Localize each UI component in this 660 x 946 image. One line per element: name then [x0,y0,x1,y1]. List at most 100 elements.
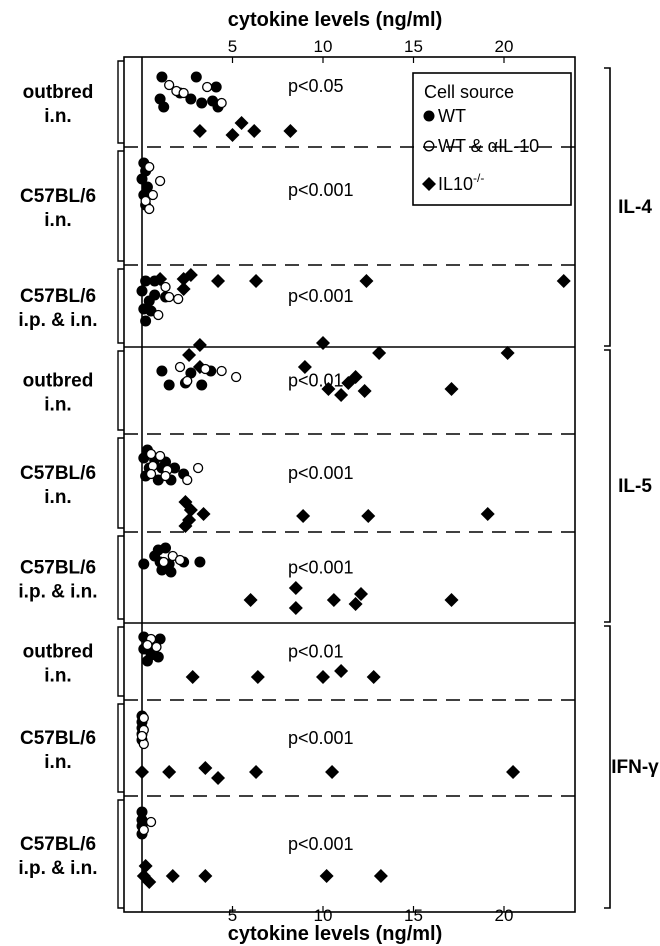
bottom-tick-label: 20 [495,906,514,925]
point-il10-ko [354,587,369,601]
point-il10-ko [283,124,298,138]
point-wt [140,275,152,287]
point-wt [158,101,170,113]
legend-marker-wt-anti [423,140,435,152]
point-wt [156,564,168,576]
point-il10-ko [500,346,515,360]
point-wt [149,275,161,287]
point-il10-ko [192,124,207,138]
group-brackets: IL-4 IL-5 IFN-γ [604,67,659,909]
panel-bracket [117,60,124,144]
point-wt-anti-il10 [144,161,155,173]
row-label-line2: i.p. & i.n. [18,582,97,603]
row-label-line1: C57BL/6 [20,286,96,307]
point-wt [196,379,208,391]
top-axis-title: cytokine levels (ng/ml) [228,9,443,31]
point-il10-ko [373,869,388,883]
p-value: p<0.001 [288,463,354,483]
point-wt-anti-il10 [145,468,157,480]
point-wt [165,566,177,578]
legend-marker-wt [423,110,435,122]
point-wt [154,633,166,645]
point-wt [194,556,206,568]
group-label: IFN-γ [611,757,659,778]
point-wt-anti-il10 [173,293,184,305]
point-il10-ko [185,670,200,684]
p-value: p<0.01 [288,642,344,662]
point-il10-ko [506,765,521,779]
point-wt-anti-il10 [138,824,149,836]
group-bracket [604,349,611,623]
point-il10-ko [366,670,381,684]
point-wt-anti-il10 [182,474,193,486]
row-label-line1: C57BL/6 [20,834,96,855]
point-wt-anti-il10 [154,450,166,462]
point-wt-anti-il10 [158,556,169,568]
point-il10-ko [341,376,356,390]
point-il10-ko [296,509,311,523]
point-wt-anti-il10 [142,639,153,651]
point-il10-ko [249,765,264,779]
point-wt-anti-il10 [216,365,227,377]
point-wt [145,649,157,661]
panel-bracket [117,437,124,529]
point-il10-ko [372,346,387,360]
legend: Cell source WT WT & αIL-10 IL10-/- [412,72,572,206]
point-wt-anti-il10 [163,79,175,91]
group-bracket [604,67,611,347]
group-label: IL-5 [618,476,652,497]
point-il10-ko [249,274,264,288]
point-wt [152,544,164,556]
row-label-line1: C57BL/6 [20,186,96,207]
group-label: IL-4 [618,197,652,218]
point-wt-anti-il10 [145,448,157,460]
point-wt [136,806,148,818]
point-il10-ko [357,384,372,398]
row-label-line2: i.n. [44,395,71,416]
legend-title: Cell source [424,82,514,102]
bottom-axis-title: cytokine levels (ng/ml) [228,923,443,945]
point-il10-ko [361,509,376,523]
point-wt [156,365,168,377]
point-il10-ko [334,664,349,678]
row-label-line2: i.n. [44,210,71,231]
point-wt-anti-il10 [178,87,189,99]
point-wt-anti-il10 [192,462,204,474]
plot-frame [123,56,576,913]
row-label-line1: outbred [23,371,94,392]
point-wt [185,93,197,105]
top-tick-label: 15 [404,37,423,56]
row-label-line1: C57BL/6 [20,728,96,749]
point-il10-ko [348,597,363,611]
point-il10-ko [192,338,207,352]
legend-label: WT & αIL-10 [438,136,539,156]
row-label-line2: i.n. [44,666,71,687]
point-wt-anti-il10 [230,371,242,383]
point-wt [140,315,152,327]
row-label-line1: outbred [23,82,94,103]
panel-bracket [117,626,124,697]
top-axis-ticks: 5 10 15 20 [228,37,514,63]
point-il10-ko [325,765,340,779]
point-wt-anti-il10 [145,816,157,828]
p-value: p<0.01 [288,371,344,391]
point-wt [163,379,175,391]
point-wt-anti-il10 [182,375,193,387]
point-wt [136,285,148,297]
point-il10-ko [138,859,153,873]
point-il10-ko [178,519,193,533]
point-il10-ko [165,869,180,883]
top-tick-label: 20 [495,37,514,56]
point-wt-anti-il10 [136,730,148,742]
point-il10-ko [211,771,226,785]
point-il10-ko [183,503,198,517]
legend-box [412,72,572,206]
point-wt-anti-il10 [153,309,164,321]
p-value: p<0.001 [288,728,354,748]
point-il10-ko [319,869,334,883]
panels: outbred i.n. p<0.05 C57BL/6 i.n. p<0.001 C57BL… [18,56,576,913]
point-wt-anti-il10 [144,203,155,215]
point-wt-anti-il10 [138,712,149,724]
point-wt-anti-il10 [160,470,171,482]
